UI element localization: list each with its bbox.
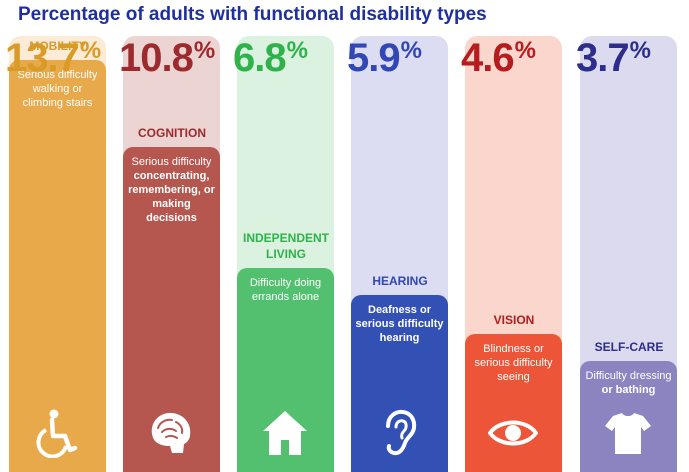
chart-title: Percentage of adults with functional dis… (18, 4, 487, 25)
bar-independent: Difficulty doing errands alone (237, 268, 334, 472)
description-mobility: Serious difficulty walking or climbing sta… (17, 69, 98, 109)
eye-icon (487, 408, 539, 458)
bar-vision: Blindness or serious difficulty seeing (465, 334, 562, 472)
category-label: SELF-CARE (594, 340, 664, 354)
description-cognition: Serious difficulty concentrating, remember… (128, 156, 215, 224)
value-label: 13.7% (5, 36, 101, 80)
bar-cognition: Serious difficulty concentrating, remember… (123, 147, 220, 472)
category-label: HEARING (372, 274, 428, 288)
value-label: 6.8% (233, 36, 308, 80)
wheelchair-icon (32, 408, 82, 459)
category-label: VISION (493, 313, 535, 327)
bar-hearing: Deafness or serious difficulty hearing (351, 295, 448, 472)
value-label: 10.8% (119, 36, 215, 80)
house-icon (260, 408, 310, 458)
description-selfcare: Difficulty dressing or bathing (585, 370, 672, 396)
description-vision: Blindness or serious difficulty seeing (474, 343, 553, 383)
value-label: 5.9% (347, 36, 422, 80)
description-hearing: Deafness or serious difficulty hearing (355, 304, 444, 344)
category-label: INDEPENDENT LIVING (242, 231, 329, 261)
category-label: MOBILITY (29, 39, 87, 53)
category-label: COGNITION (138, 126, 206, 140)
value-label: 4.6% (461, 36, 536, 80)
ear-icon (374, 408, 424, 458)
description-independent: Difficulty doing errands alone (249, 277, 322, 303)
value-label: 3.7% (576, 36, 651, 80)
bar-mobility: Serious difficulty walking or climbing sta… (9, 60, 106, 472)
shirt-icon (603, 408, 653, 458)
brain-icon (146, 408, 196, 458)
bar-selfcare: Difficulty dressing or bathing (580, 361, 677, 472)
